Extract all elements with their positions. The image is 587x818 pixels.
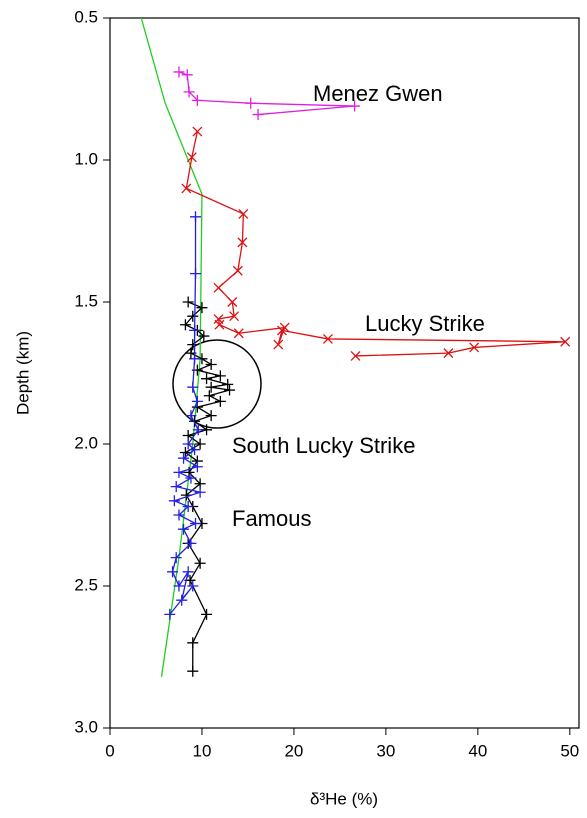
data-point [189,324,201,336]
data-point [192,424,204,436]
data-point [194,486,206,498]
data-point [232,265,243,276]
x-tick-label: 0 [105,741,114,760]
data-point [196,302,208,314]
data-point [189,444,201,456]
data-point [213,282,224,293]
data-point [224,384,236,396]
y-tick-label: 1.0 [74,149,98,168]
data-point [181,69,193,81]
data-point [273,339,284,350]
data-point [237,237,248,248]
data-point [173,580,185,592]
data-point [173,466,185,478]
x-axis-label: δ³He (%) [310,789,378,808]
data-point [205,410,217,422]
x-tick-label: 40 [468,741,487,760]
data-point [227,297,238,307]
series-label: South Lucky Strike [232,433,415,458]
data-point [192,126,203,137]
series-label: Menez Gwen [313,81,443,106]
y-tick-label: 0.5 [74,7,98,26]
data-point [214,319,225,330]
data-point [185,410,197,422]
y-axis-label: Depth (km) [13,331,32,415]
data-point [179,319,191,331]
y-tick-label: 3.0 [74,717,98,736]
data-point [214,395,226,407]
data-point [229,311,240,322]
data-point [185,472,197,484]
data-point [190,268,202,280]
data-point [205,381,217,393]
series-line [184,301,230,672]
y-tick-label: 2.5 [74,575,98,594]
series-label: Famous [232,506,311,531]
data-point [189,353,201,365]
x-tick-label: 30 [376,741,395,760]
series-line [185,131,566,357]
data-point [187,339,199,351]
data-point [170,481,182,493]
data-point [167,566,179,578]
data-point [178,452,190,464]
data-point [190,518,202,530]
data-point [182,296,194,308]
y-tick-label: 2.0 [74,433,98,452]
data-point [182,438,194,450]
data-point [201,373,213,385]
data-point [322,333,333,344]
data-point [187,310,199,322]
data-point [190,211,202,223]
x-tick-label: 50 [560,741,579,760]
data-point [443,348,454,359]
data-point [194,438,206,450]
data-point [349,100,361,112]
data-point [238,209,249,219]
data-point [194,557,206,569]
y-tick-label: 1.5 [74,291,98,310]
data-point [277,325,287,336]
data-point [178,523,190,535]
data-point [233,328,244,339]
data-point [560,336,571,347]
data-point [201,608,213,620]
data-point [245,97,257,109]
data-point [173,66,185,78]
data-point [187,580,199,592]
data-point [187,665,199,677]
data-point [203,390,215,402]
x-tick-label: 10 [192,741,211,760]
data-point [198,330,210,342]
highlight-circle [172,339,262,429]
data-point [168,495,180,507]
data-point [187,381,199,393]
data-point [187,637,199,649]
data-point [191,94,203,106]
data-point [222,378,234,390]
data-point [214,370,226,382]
series-label: Lucky Strike [365,311,485,336]
data-point [181,183,192,194]
data-point [252,109,264,121]
data-point [173,509,185,521]
data-point [469,342,480,353]
data-point [182,566,194,578]
data-point [205,358,217,370]
data-point [185,537,197,549]
data-point [191,461,203,473]
data-point [189,415,201,427]
data-point [176,594,188,606]
data-point [170,552,182,564]
data-point [350,351,361,361]
data-point [183,86,195,98]
plot-frame [109,17,580,729]
x-tick-label: 20 [284,741,303,760]
data-point [182,500,194,512]
data-point [186,152,197,163]
data-point [164,608,176,620]
data-point [191,395,203,407]
